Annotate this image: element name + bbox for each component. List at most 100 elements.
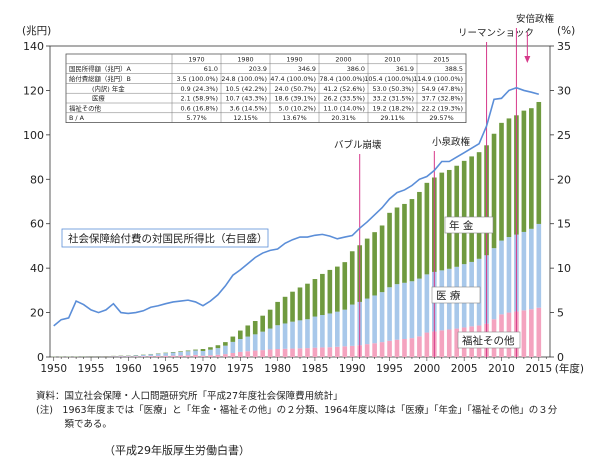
y-right-tick-label: 25 <box>557 129 571 142</box>
bar-医療-2013 <box>521 231 527 311</box>
bar-医療-1990 <box>349 304 355 346</box>
bar-医療-1969 <box>193 350 198 355</box>
source-note: 資料：国立社会保障・人口問題研究所「平成27年度社会保障費用統計」 <box>36 391 343 402</box>
bar-年金-2009 <box>491 133 497 249</box>
y-left-tick-label: 80 <box>30 173 44 186</box>
table-cell: 3.5 (100.0%) <box>176 75 218 83</box>
table-cell: 医療 <box>92 94 105 103</box>
bar-医療-1986 <box>320 315 325 348</box>
bar-医療-1983 <box>297 320 303 349</box>
bar-福祉その他-2000 <box>424 332 430 357</box>
bar-福祉その他-1970 <box>200 355 206 357</box>
bar-年金-2004 <box>454 165 460 267</box>
bar-年金-1993 <box>372 232 377 296</box>
bar-福祉その他-1986 <box>320 347 325 357</box>
bar-医療-1978 <box>260 331 265 351</box>
y-left-tick-label: 0 <box>37 351 44 364</box>
bar-福祉その他-1981 <box>282 348 288 357</box>
bar-医療-1960 <box>126 355 131 357</box>
event-lines-layer: バブル崩壊 小泉政権 リーマンショック 安倍政権 <box>334 13 555 357</box>
x-tick-label: 2000 <box>413 363 440 375</box>
table-cell: 2015 <box>433 55 449 63</box>
bar-年金-2002 <box>439 172 445 271</box>
table-cell: 361.9 <box>396 65 414 73</box>
y-left-tick-label: 120 <box>23 84 44 97</box>
footnote-line-1: (注) 1963年度までは「医療」と「年金・福祉その他」の２分類、1964年度以… <box>36 405 558 416</box>
table-cell: 2000 <box>335 55 351 63</box>
table-cell: 19.2 (18.2%) <box>372 104 414 112</box>
event-label: リーマンショック <box>458 28 534 39</box>
bar-福祉その他-1972 <box>215 354 221 357</box>
bar-医療-2009 <box>491 248 497 320</box>
bar-福祉その他-1979 <box>267 349 273 357</box>
bar-医療-1958 <box>111 356 116 357</box>
table-cell: 10.5 (42.2%) <box>225 85 267 93</box>
bar-年金-1967 <box>178 351 183 352</box>
inline-label-box <box>431 286 481 304</box>
x-tick-label: 2015 <box>525 363 552 375</box>
table-cell: 29.57% <box>429 114 453 122</box>
bar-福祉その他-2004 <box>454 328 460 357</box>
bar-福祉その他-1998 <box>409 338 415 357</box>
y-left-tick-label: 140 <box>23 40 44 53</box>
bar-年金-1988 <box>335 266 340 312</box>
table-cell: 5.77% <box>186 114 206 122</box>
x-tick-label: 1980 <box>264 363 291 375</box>
bar-年金-1994 <box>379 225 385 293</box>
bar-医療-1962 <box>140 354 146 357</box>
bar-福祉その他-1996 <box>394 339 400 357</box>
bar-福祉その他-1966 <box>170 355 176 357</box>
table-cell: 114.9 (100.0%) <box>413 75 463 83</box>
bar-年金-1990 <box>349 251 355 305</box>
bar-医療-2000 <box>424 274 430 333</box>
bar-医療-1989 <box>342 309 348 347</box>
bar-医療-1984 <box>305 319 310 349</box>
table-cell: 1990 <box>286 55 302 63</box>
table-cell: 1980 <box>237 55 253 63</box>
bar-医療-1992 <box>364 298 370 345</box>
bar-年金-1975 <box>237 330 243 339</box>
y-left-tick-label: 20 <box>30 307 44 320</box>
bar-医療-1971 <box>208 349 213 356</box>
bar-福祉その他-1995 <box>387 340 392 357</box>
x-tick-label: 1955 <box>78 363 105 375</box>
table-cell: 0.6 (16.8%) <box>181 104 218 112</box>
bar-医療-1994 <box>379 292 385 343</box>
bar-福祉その他-1984 <box>305 348 310 357</box>
table-cell: 388.5 <box>445 65 463 73</box>
bar-福祉その他-1985 <box>312 347 318 357</box>
bar-年金-1995 <box>387 212 392 288</box>
bar-年金-2007 <box>476 152 482 259</box>
bar-年金-1976 <box>245 325 251 337</box>
publication-source: （平成29年版厚生労働白書） <box>104 444 250 457</box>
x-tick-label: 1985 <box>302 363 329 375</box>
bar-医療-1963 <box>148 354 154 357</box>
bar-医療-1970 <box>200 351 206 356</box>
bar-福祉その他-1973 <box>223 354 228 357</box>
bar-医療-1981 <box>282 323 288 349</box>
bar-医療-1997 <box>402 282 407 339</box>
bar-年金-1977 <box>252 321 258 335</box>
event-label: 安倍政権 <box>516 13 555 25</box>
bar-年金-1997 <box>402 203 407 283</box>
bar-医療-1968 <box>185 351 191 356</box>
table-cell: 346.9 <box>298 65 316 73</box>
table-cell: 2010 <box>384 55 400 63</box>
bar-福祉その他-1992 <box>364 344 370 357</box>
bar-医療-1967 <box>178 351 183 356</box>
bar-医療-1959 <box>118 355 124 357</box>
table-cell: 41.2 (52.6%) <box>323 85 365 93</box>
bar-年金-1974 <box>230 336 236 342</box>
bar-医療-1995 <box>387 287 392 341</box>
table-cell: 3.6 (14.5%) <box>230 104 267 112</box>
table-cell: 53.0 (50.3%) <box>372 85 414 93</box>
bar-福祉その他-1964 <box>155 355 161 357</box>
table-cell: 福祉その他 <box>69 103 102 112</box>
bar-医療-1966 <box>170 352 176 356</box>
bar-医療-1976 <box>245 336 251 352</box>
inline-label: 年 金 <box>449 219 474 232</box>
y-right-tick-label: 5 <box>557 307 564 320</box>
bar-年金-1985 <box>312 279 318 317</box>
